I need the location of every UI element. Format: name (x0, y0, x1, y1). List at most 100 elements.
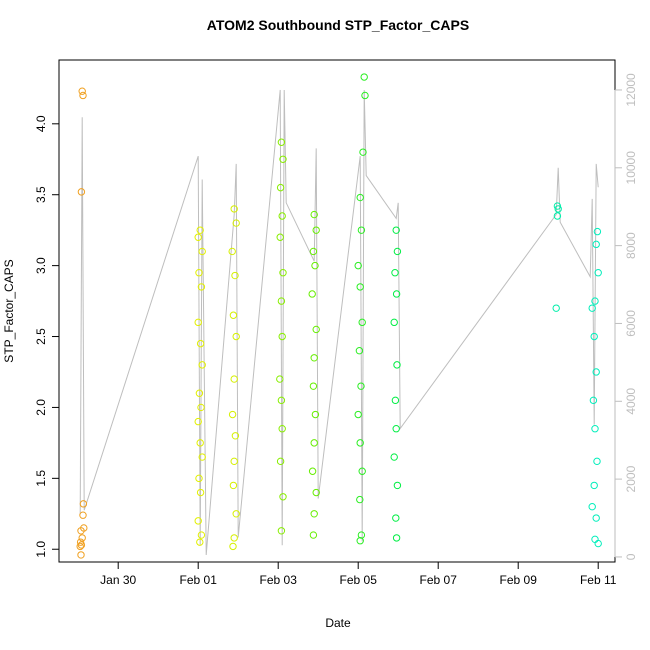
point (391, 396, 400, 405)
point (591, 425, 599, 433)
point (593, 457, 601, 466)
y-tick-label: 2.5 (34, 328, 48, 345)
point (594, 269, 602, 277)
point (592, 368, 600, 376)
point (278, 212, 286, 220)
point (276, 233, 284, 241)
point (229, 481, 238, 490)
point (277, 527, 286, 535)
point (76, 542, 84, 551)
y2-tick-label: 10000 (624, 151, 638, 185)
point (393, 361, 401, 369)
y-tick-label: 2.0 (34, 399, 48, 416)
point (78, 534, 86, 542)
point (77, 527, 85, 535)
point (591, 535, 599, 544)
point (356, 495, 364, 504)
point (592, 240, 600, 249)
point (79, 500, 88, 508)
point (312, 226, 320, 234)
point (393, 481, 402, 490)
point (393, 247, 402, 256)
point (592, 514, 600, 522)
y-tick-label: 3.0 (34, 257, 48, 274)
x-tick-label: Feb 11 (580, 573, 617, 587)
point (392, 425, 400, 433)
x-tick-label: Feb 05 (340, 573, 378, 587)
point (309, 247, 318, 256)
point (361, 91, 369, 100)
point (78, 87, 86, 95)
y-tick-label: 4.0 (34, 115, 48, 132)
point (356, 439, 364, 447)
y2-tick-label: 0 (624, 553, 638, 560)
y2-tick-label: 6000 (624, 310, 638, 337)
x-tick-label: Feb 03 (260, 573, 298, 587)
point (312, 488, 320, 497)
point (77, 188, 86, 196)
point (228, 410, 237, 419)
point (589, 396, 598, 405)
point (196, 339, 205, 348)
point (593, 227, 602, 236)
plot-box (58, 59, 616, 563)
x-tick-label: Feb 01 (180, 573, 218, 587)
y-axis-label: STP_Factor_CAPS (2, 259, 16, 362)
point (357, 531, 366, 539)
point (230, 534, 238, 542)
x-tick-label: Feb 07 (420, 573, 458, 587)
point (278, 332, 286, 341)
x-axis-label: Date (325, 616, 351, 630)
point (392, 514, 400, 522)
line-series (79, 89, 599, 556)
point (277, 396, 286, 405)
point (357, 226, 366, 234)
point (230, 375, 238, 383)
point (276, 457, 285, 466)
y2-tick-label: 12000 (624, 73, 638, 107)
point (310, 439, 318, 447)
point (310, 510, 318, 518)
point (194, 517, 202, 525)
point (197, 283, 206, 291)
point (552, 304, 560, 312)
point (194, 417, 202, 426)
point (354, 261, 362, 270)
point (312, 325, 320, 334)
point (76, 538, 85, 546)
point (229, 542, 237, 551)
point (392, 534, 401, 542)
point (309, 382, 318, 390)
point (311, 410, 320, 419)
point (197, 531, 206, 539)
point (357, 382, 365, 390)
point (359, 148, 367, 156)
point (356, 193, 364, 202)
point (358, 318, 366, 327)
point (588, 304, 596, 312)
point (309, 531, 318, 539)
point (279, 269, 287, 277)
y-tick-label: 1.5 (34, 470, 48, 487)
y2-tick-label: 2000 (624, 465, 638, 492)
point (198, 361, 206, 369)
point (553, 212, 562, 220)
point (79, 511, 87, 519)
point (553, 202, 562, 210)
point (194, 318, 202, 327)
point (229, 311, 238, 319)
point (231, 432, 240, 440)
point (358, 467, 366, 475)
point (308, 467, 317, 475)
x-tick-label: Feb 09 (500, 573, 538, 587)
point (590, 332, 598, 341)
y-tick-label: 1.0 (34, 541, 48, 558)
point (195, 269, 203, 277)
point (588, 502, 596, 511)
point (277, 138, 286, 146)
point (196, 538, 204, 546)
point (356, 283, 364, 291)
point (392, 290, 401, 298)
point (77, 541, 86, 549)
